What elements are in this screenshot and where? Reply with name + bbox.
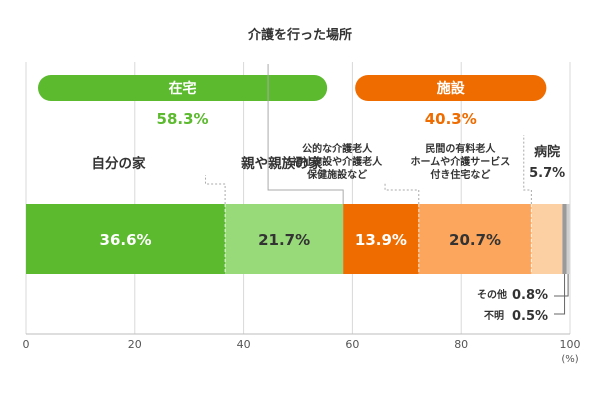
data-label: 20.7% (449, 231, 501, 249)
leader-line (205, 175, 226, 204)
leader-line (267, 64, 344, 204)
category-label: その他 (477, 288, 507, 301)
data-label: 36.6% (100, 231, 152, 249)
x-tick-label: 20 (128, 338, 142, 351)
data-label: 5.7% (529, 166, 565, 181)
data-label: 0.5% (512, 309, 548, 324)
category-label: 民間の有料老人 (425, 142, 496, 155)
leader-line (523, 135, 532, 204)
chart-title: 介護を行った場所 (247, 27, 352, 43)
leader-line (384, 183, 420, 204)
x-unit-label: (%) (561, 354, 578, 365)
group-label: 在宅 (169, 80, 197, 97)
bar-segment (225, 204, 344, 274)
callout-line (554, 274, 566, 315)
category-label: 自分の家 (91, 155, 145, 172)
bar-segment (566, 204, 570, 274)
category-label: 親や親族の家 (241, 155, 322, 172)
bar-segment (343, 204, 419, 274)
callout-line (554, 274, 569, 297)
group-label: 施設 (437, 80, 466, 97)
category-labels: 36.6% 21.7% 13.9% 20.7% 自分の家 親や親族の家公的な介護老人福祉施… (91, 64, 569, 324)
x-tick-label: 0 (23, 338, 30, 351)
group-total: 58.3% (157, 110, 209, 128)
bar-segment (562, 204, 567, 274)
x-tick-label: 40 (237, 338, 251, 351)
bar-segment (26, 204, 226, 274)
category-label: 病院 (534, 144, 560, 160)
category-label: ホームや介護サービス (411, 155, 511, 168)
grid-lines (25, 62, 571, 334)
category-label: 付き住宅など (430, 168, 490, 181)
bar-segment (418, 204, 532, 274)
x-tick-label: 80 (454, 338, 468, 351)
group-headers: 在宅 58.3% 施設 40.3% (38, 75, 547, 128)
bar-segments (26, 204, 570, 274)
category-label: 福祉施設や介護老人 (291, 155, 383, 168)
group-pill (38, 75, 328, 101)
group-pill (355, 75, 547, 101)
data-label: 0.8% (512, 288, 548, 303)
x-axis: 0 20 40 60 80 100 (%) (23, 333, 581, 365)
bar-segment (531, 204, 563, 274)
data-label: 13.9% (355, 231, 407, 249)
data-label: 21.7% (258, 231, 310, 249)
category-label: 保健施設など (306, 168, 367, 181)
category-label: 不明 (484, 310, 504, 322)
group-total: 40.3% (425, 110, 477, 128)
x-tick-label: 60 (345, 338, 359, 351)
category-label: 公的な介護老人 (302, 142, 373, 155)
x-tick-label: 100 (560, 338, 581, 351)
